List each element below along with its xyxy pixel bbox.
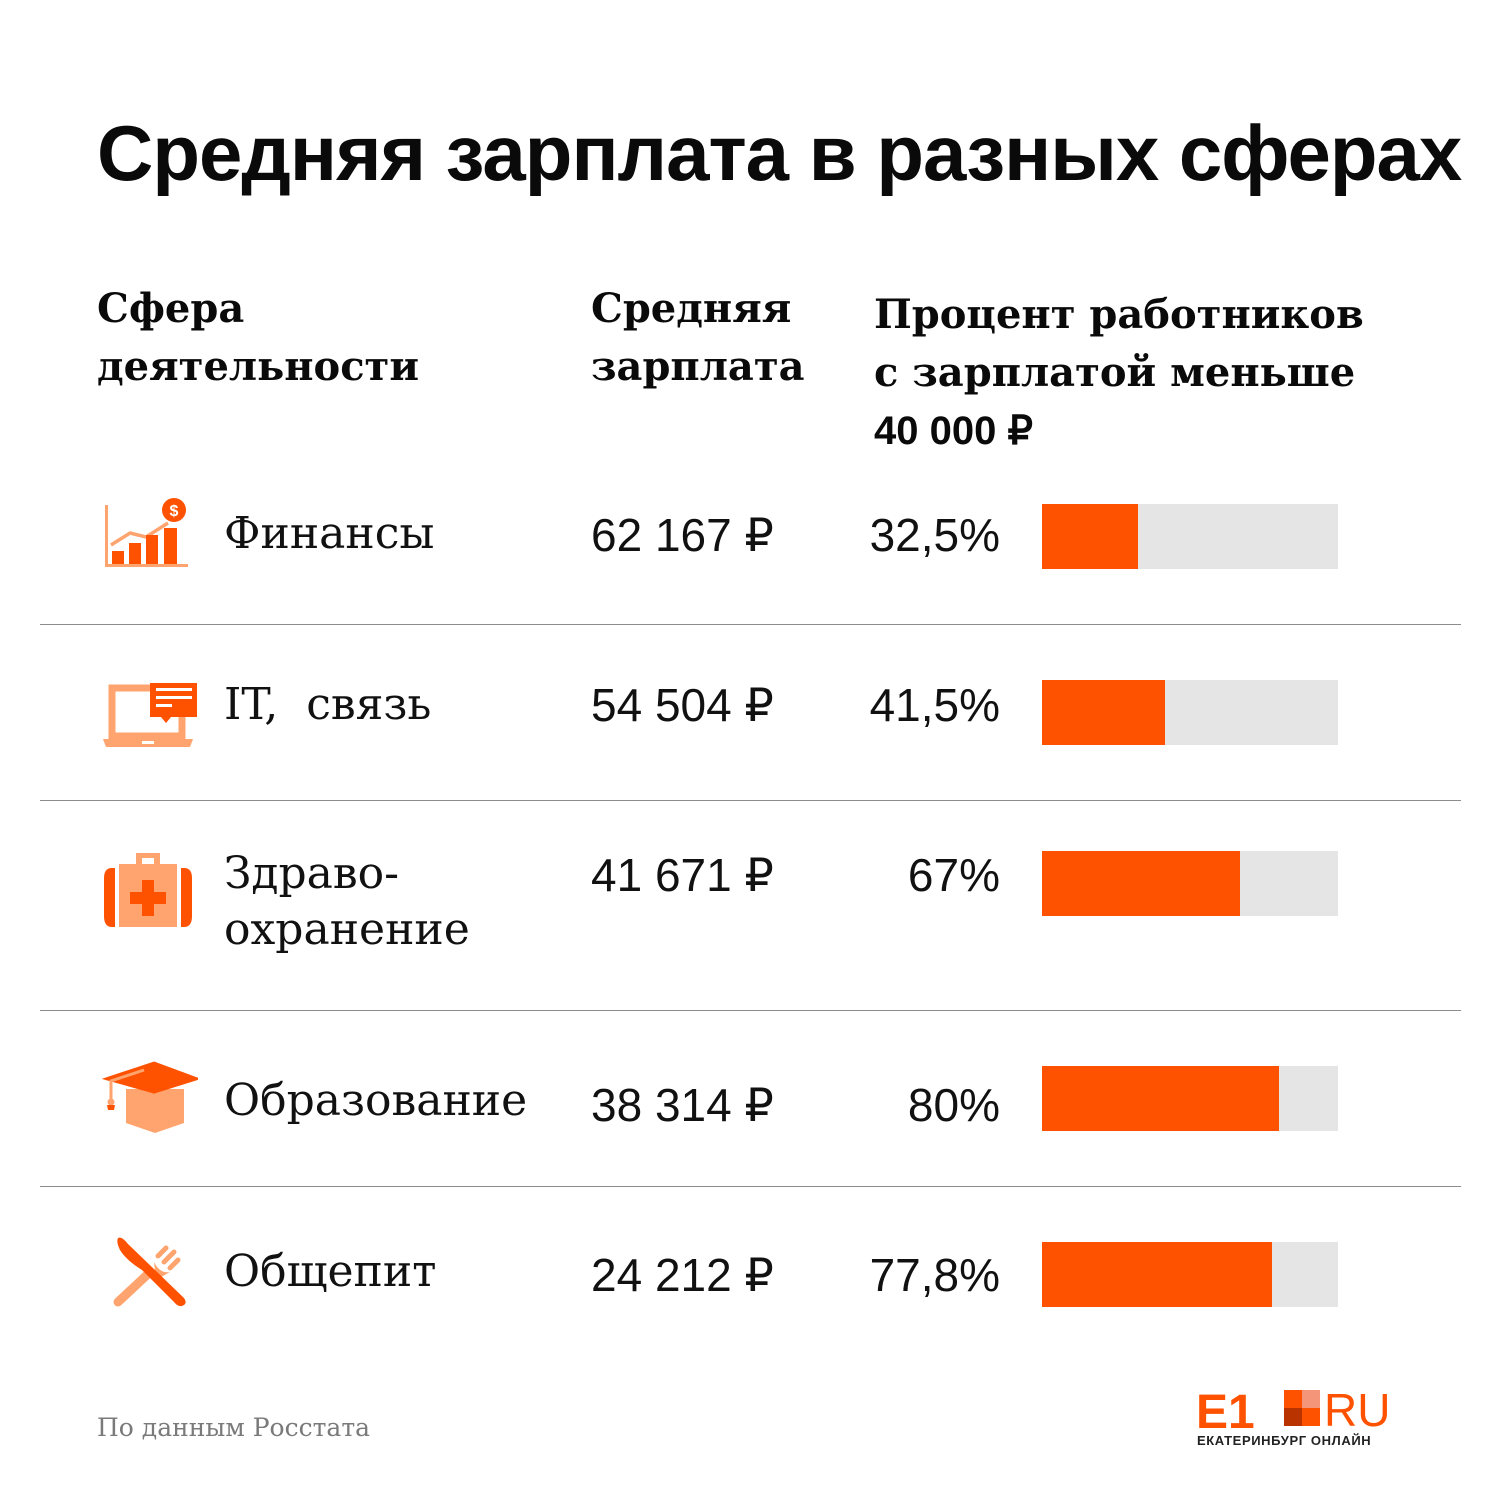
salary-value: 41 671 ₽ [591,849,774,901]
row-divider [40,1010,1461,1011]
salary-value: 24 212 ₽ [591,1249,774,1301]
chart-title: Средняя зарплата в разных сферах [97,109,1462,197]
header-line: Сфера [97,285,245,332]
header-line: 40 000 ₽ [874,409,1033,453]
sphere-name: Общепит [224,1246,437,1297]
percent-label: 32,5% [869,509,1000,561]
column-header-sphere: Сфера деятельности [97,280,419,396]
header-line: Средняя [591,285,792,332]
sphere-name: Финансы [224,508,435,559]
header-line: зарплата [591,343,805,390]
salary-value: 54 504 ₽ [591,679,774,731]
percent-label: 41,5% [869,679,1000,731]
bar-fill [1042,851,1241,916]
bar-track [1042,1242,1338,1307]
logo-ru-text: RU [1324,1390,1390,1436]
logo-subtitle: ЕКАТЕРИНБУРГ ОНЛАЙН [1197,1433,1372,1448]
header-line: Процент работников [874,291,1364,338]
bar-fill [1042,1066,1279,1131]
row-divider [40,624,1461,625]
salary-value: 62 167 ₽ [591,509,774,561]
sphere-name: Здраво- охранение [224,848,470,955]
header-line: деятельности [97,343,420,390]
bar-fill [1042,504,1139,569]
column-header-salary: Средняя зарплата [591,280,805,396]
percent-label: 80% [907,1079,1000,1131]
bar-track [1042,1066,1338,1131]
row-divider [40,1186,1461,1187]
source-note: По данным Росстата [97,1413,371,1442]
graduation-cap-icon [101,1061,198,1133]
column-header-percent: Процент работников с зарплатой меньше 40… [874,286,1364,460]
percent-label: 67% [907,849,1000,901]
knife-fork-icon [113,1237,186,1307]
sphere-name: IT, связь [224,679,432,730]
finance-chart-icon: $ [105,498,188,567]
bar-track [1042,851,1338,916]
sphere-name: Образование [224,1075,528,1126]
logo-e1-text: E1 [1196,1390,1255,1439]
percent-label: 77,8% [869,1249,1000,1301]
bar-fill [1042,680,1165,745]
medical-kit-icon [104,853,192,927]
bar-track [1042,680,1338,745]
svg-text:$: $ [170,503,179,520]
laptop-message-icon [103,683,197,747]
e1-logo: E1 RU [1196,1390,1390,1439]
row-divider [40,800,1461,801]
bar-track [1042,504,1338,569]
bar-fill [1042,1242,1273,1307]
salary-value: 38 314 ₽ [591,1079,774,1131]
header-line: с зарплатой меньше [874,349,1356,396]
